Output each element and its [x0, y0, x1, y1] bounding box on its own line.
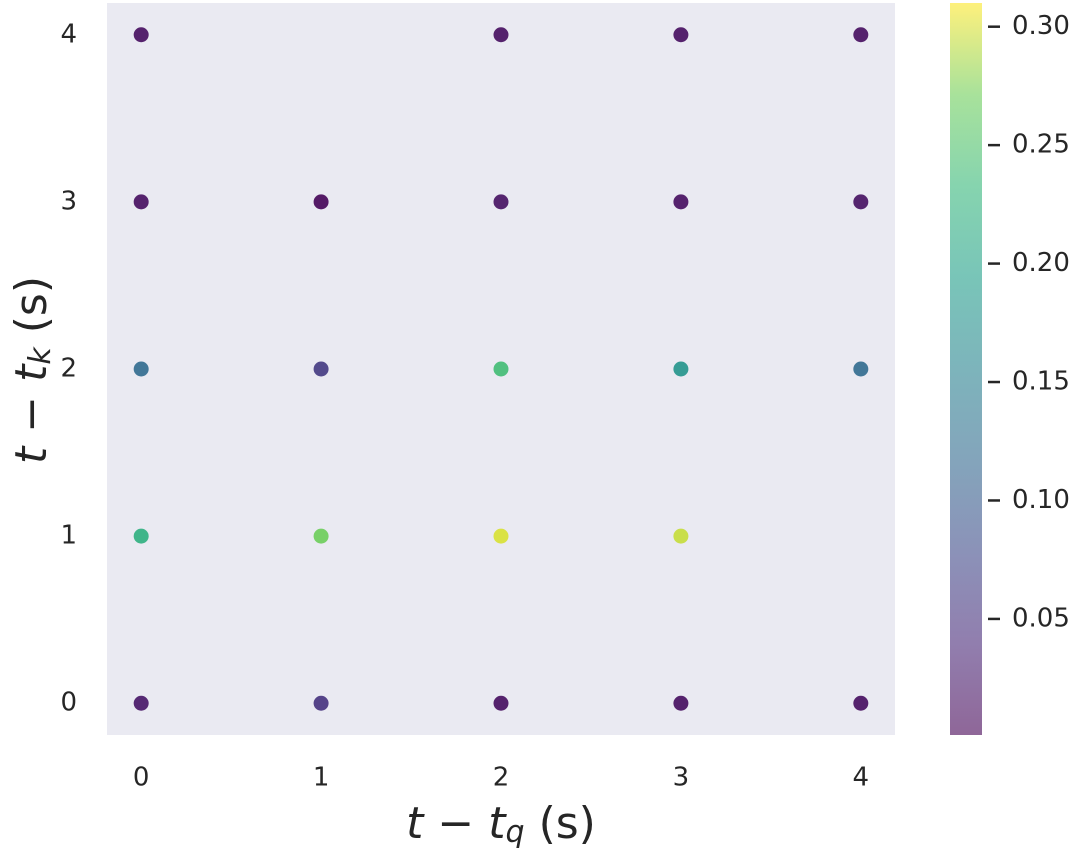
x-axis-label: t − tq (s): [406, 798, 596, 850]
x-tick-label: 2: [493, 763, 510, 793]
point: [493, 528, 509, 544]
colorbar-tick-label: 0.30: [1012, 11, 1070, 41]
x-tick-label: 3: [673, 763, 690, 793]
point: [853, 361, 869, 377]
y-tick-label: 3: [60, 186, 77, 216]
y-tick-label: 0: [60, 688, 77, 718]
point: [133, 695, 149, 711]
colorbar-tick-label: 0.15: [1012, 367, 1070, 397]
point: [853, 695, 869, 711]
y-tick-label: 2: [60, 354, 77, 384]
point: [673, 27, 689, 43]
colorbar-tick-label: 0.10: [1012, 485, 1070, 515]
colorbar-tick-label: 0.25: [1012, 130, 1070, 160]
y-tick-label: 4: [60, 19, 77, 49]
point: [493, 27, 509, 43]
x-tick-label: 0: [133, 763, 150, 793]
colorbar: [950, 3, 982, 735]
point: [673, 194, 689, 210]
point: [313, 361, 329, 377]
y-tick-label: 1: [60, 521, 77, 551]
point: [133, 528, 149, 544]
colorbar-tick-label: 0.20: [1012, 248, 1070, 278]
point: [853, 27, 869, 43]
point: [133, 194, 149, 210]
point: [133, 361, 149, 377]
colorbar-tick-label: 0.05: [1012, 603, 1070, 633]
point: [853, 194, 869, 210]
point: [673, 361, 689, 377]
y-axis-label: t − tk (s): [6, 276, 58, 464]
point: [673, 695, 689, 711]
point: [493, 194, 509, 210]
point: [493, 361, 509, 377]
point: [493, 695, 509, 711]
point: [313, 194, 329, 210]
point: [133, 27, 149, 43]
point: [313, 695, 329, 711]
point: [673, 528, 689, 544]
point: [313, 528, 329, 544]
x-tick-label: 4: [853, 763, 870, 793]
x-tick-label: 1: [313, 763, 330, 793]
